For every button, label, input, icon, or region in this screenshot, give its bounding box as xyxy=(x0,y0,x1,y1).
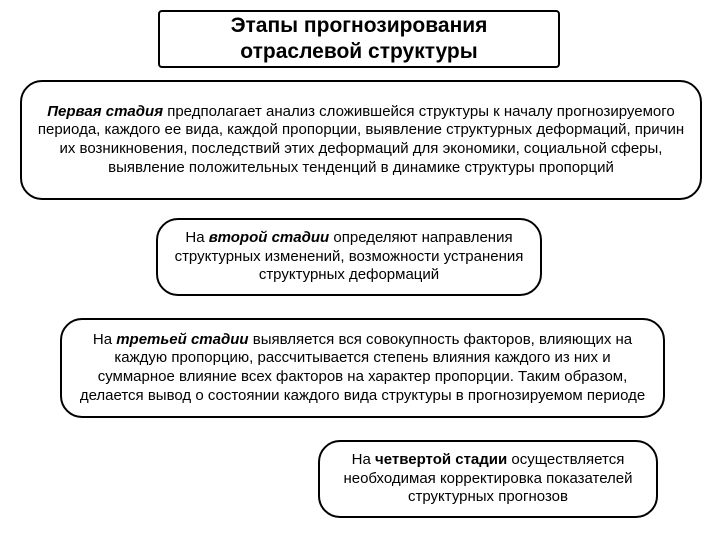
stage1-box: Первая стадия предполагает анализ сложив… xyxy=(20,80,702,200)
stage1-lead: Первая стадия xyxy=(47,103,163,120)
stage3-lead: третьей стадии xyxy=(116,331,248,348)
stage2-box: На второй стадии определяют направления … xyxy=(156,218,542,296)
stage4-lead: четвертой стадии xyxy=(375,451,507,468)
stage3-box: На третьей стадии выявляется вся совокуп… xyxy=(60,318,665,418)
stage3-text: На третьей стадии выявляется вся совокуп… xyxy=(76,331,649,406)
stage2-text: На второй стадии определяют направления … xyxy=(172,229,526,285)
stage2-lead: второй стадии xyxy=(209,229,329,246)
stage1-text: Первая стадия предполагает анализ сложив… xyxy=(36,103,686,178)
stage3-prefix: На xyxy=(93,331,116,348)
stage4-prefix: На xyxy=(352,451,375,468)
diagram-canvas: Этапы прогнозирования отраслевой структу… xyxy=(0,0,720,540)
stage4-text: На четвертой стадии осуществляется необх… xyxy=(334,451,642,507)
stage2-prefix: На xyxy=(185,229,208,246)
title-box: Этапы прогнозирования отраслевой структу… xyxy=(158,10,560,68)
stage4-box: На четвертой стадии осуществляется необх… xyxy=(318,440,658,518)
title-text: Этапы прогнозирования отраслевой структу… xyxy=(174,13,544,66)
